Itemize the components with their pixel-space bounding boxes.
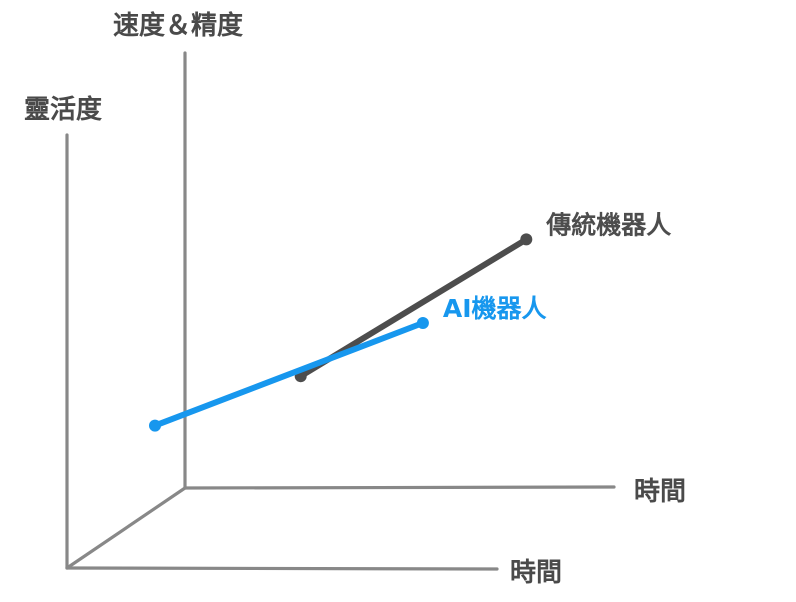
front-horizontal-axis [65,566,499,571]
series-line-1 [152,320,426,429]
series-point-1-end [416,317,429,329]
series-point-1-start [149,419,161,432]
back-horizontal-axis [183,485,616,490]
series-layer: 傳統機器人 AI機器人 [149,210,671,432]
series-label-1: AI機器人 [443,294,547,323]
left-vertical-axis-label: 靈活度 [24,94,102,125]
front-horizontal-axis-label: 時間 [510,558,562,588]
series-point-0-end [520,233,533,246]
back-horizontal-axis-label: 時間 [634,477,686,507]
back-vertical-axis-label: 速度＆精度 [113,10,243,41]
depth-axis [65,486,187,570]
series-label-0: 傳統機器人 [545,210,671,239]
